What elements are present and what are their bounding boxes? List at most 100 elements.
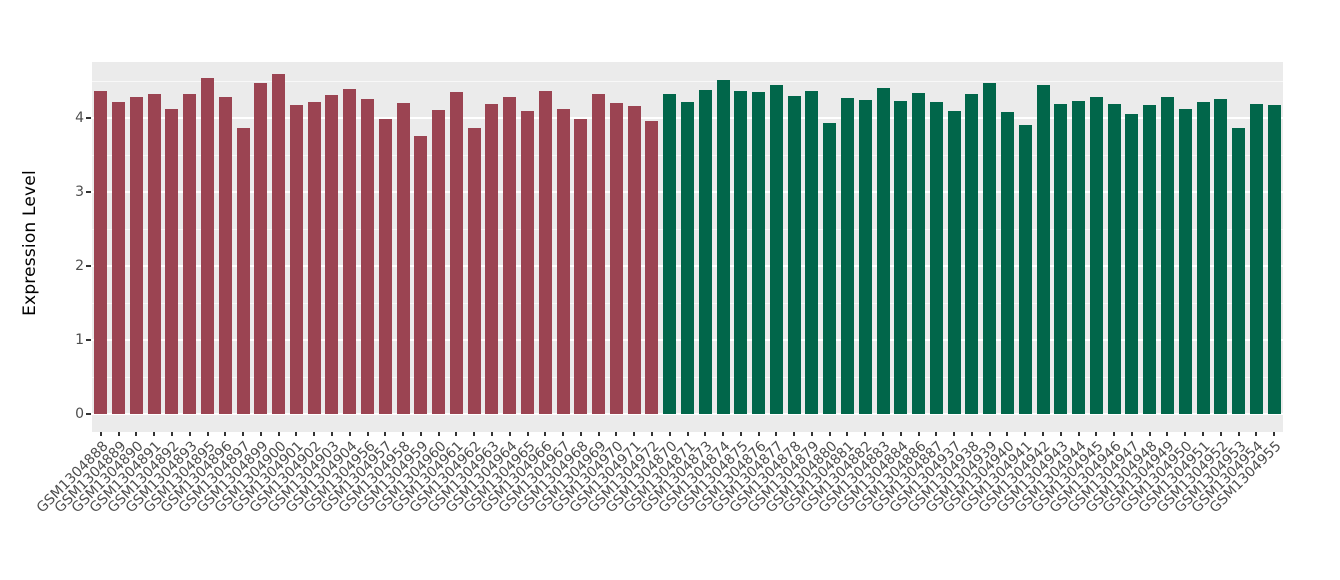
x-tick-mark <box>277 432 280 436</box>
x-tick-mark <box>882 432 885 436</box>
x-tick-mark <box>775 432 778 436</box>
bar <box>503 97 517 414</box>
x-tick-mark <box>1077 432 1080 436</box>
bar <box>840 98 854 414</box>
x-tick-mark <box>170 432 173 436</box>
bar <box>414 135 428 414</box>
bar <box>236 128 250 414</box>
x-tick-mark <box>650 432 653 436</box>
x-tick-mark <box>846 432 849 436</box>
gridline-minor <box>92 81 1283 82</box>
bar <box>396 103 410 414</box>
x-tick-mark <box>402 432 405 436</box>
x-tick-mark <box>135 432 138 436</box>
bar <box>538 90 552 414</box>
y-tick-label: 2 <box>75 258 84 274</box>
x-tick-mark <box>313 432 316 436</box>
bar <box>681 102 694 414</box>
bar <box>947 111 961 414</box>
x-tick-mark <box>1024 432 1027 436</box>
x-tick-mark <box>1148 432 1151 436</box>
x-tick-mark <box>99 432 102 436</box>
bar <box>663 94 677 414</box>
x-tick-mark <box>615 432 618 436</box>
y-tick-mark <box>86 413 91 415</box>
bar <box>1160 96 1174 414</box>
bar <box>1178 109 1192 414</box>
x-tick-mark <box>366 432 369 436</box>
y-tick-mark <box>86 191 91 193</box>
bar <box>361 98 375 414</box>
bar <box>627 106 641 414</box>
x-tick-mark <box>686 432 689 436</box>
x-tick-mark <box>864 432 867 436</box>
bar <box>485 103 499 414</box>
bar <box>734 90 748 414</box>
x-tick-mark <box>579 432 582 436</box>
bar <box>1196 101 1210 414</box>
bar <box>876 88 890 414</box>
x-tick-mark <box>1237 432 1240 436</box>
bar <box>1054 103 1068 414</box>
x-tick-mark <box>384 432 387 436</box>
bar <box>1018 125 1032 414</box>
x-tick-mark <box>188 432 191 436</box>
bar <box>1072 100 1086 414</box>
bar <box>805 90 819 414</box>
y-tick-label: 3 <box>75 184 84 200</box>
bar <box>147 94 161 414</box>
bar <box>894 100 908 414</box>
bar <box>112 101 126 414</box>
x-tick-mark <box>153 432 156 436</box>
bar <box>716 80 730 414</box>
x-tick-mark <box>757 432 760 436</box>
bar <box>1125 114 1139 414</box>
bar <box>378 118 392 414</box>
x-tick-mark <box>739 432 742 436</box>
bar <box>1232 128 1246 414</box>
x-tick-mark <box>828 432 831 436</box>
x-tick-mark <box>242 432 245 436</box>
bar <box>965 94 979 414</box>
bar <box>752 92 766 414</box>
bar <box>94 90 108 414</box>
x-tick-mark <box>348 432 351 436</box>
bar <box>769 85 783 414</box>
x-tick-mark <box>1202 432 1204 436</box>
bar <box>1036 85 1050 414</box>
x-tick-mark <box>455 432 458 436</box>
bar <box>325 95 339 414</box>
y-tick-mark <box>86 117 91 119</box>
y-axis-title: Expression Level <box>20 170 40 316</box>
x-tick-mark <box>117 432 120 436</box>
y-tick-mark <box>86 339 91 341</box>
bar <box>218 96 232 414</box>
x-tick-mark <box>1113 432 1116 436</box>
bar <box>254 83 268 414</box>
bar <box>929 102 943 414</box>
x-tick-mark <box>935 432 938 436</box>
bar <box>912 92 926 414</box>
bar <box>823 123 837 414</box>
bar <box>307 101 321 414</box>
bar <box>272 73 286 414</box>
gridline-major <box>92 413 1283 415</box>
bar <box>983 83 997 414</box>
x-tick-mark <box>668 432 671 436</box>
bar <box>343 89 357 414</box>
x-tick-mark <box>793 432 796 436</box>
x-tick-mark <box>490 432 493 436</box>
bar <box>645 120 659 414</box>
bar <box>521 110 534 414</box>
x-tick-mark <box>704 432 707 436</box>
x-tick-mark <box>473 432 476 436</box>
x-tick-mark <box>562 432 565 436</box>
y-tick-label: 1 <box>75 332 84 348</box>
x-tick-mark <box>810 432 813 436</box>
x-tick-mark <box>259 432 262 436</box>
bar <box>1214 98 1228 414</box>
bar <box>574 119 588 414</box>
bar <box>201 78 215 414</box>
x-tick-mark <box>1130 432 1133 436</box>
